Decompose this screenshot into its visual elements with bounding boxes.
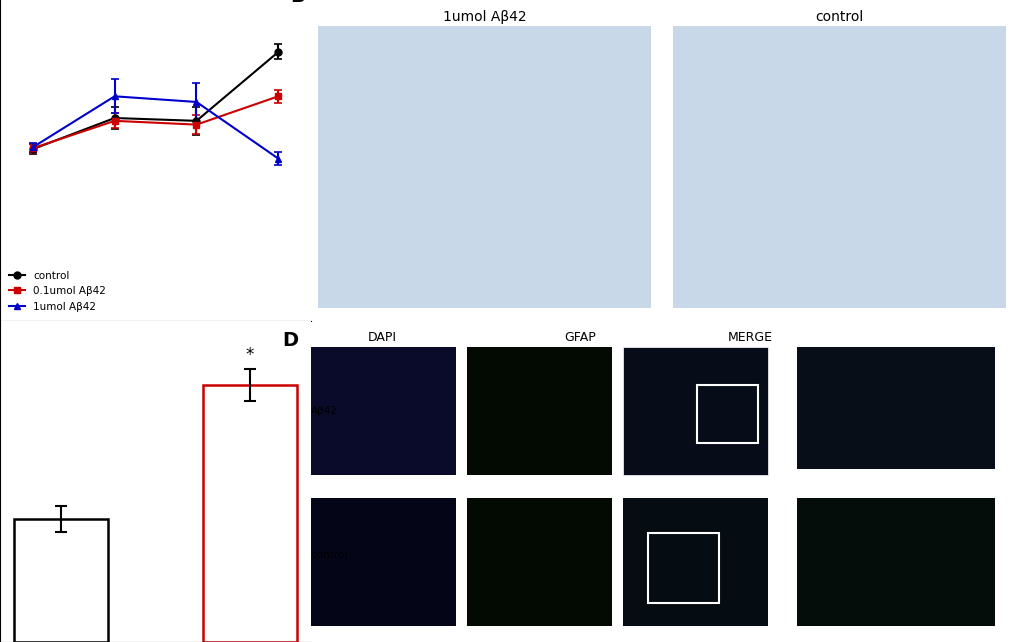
FancyBboxPatch shape — [672, 26, 1005, 308]
Bar — [14, 519, 108, 642]
FancyBboxPatch shape — [311, 498, 455, 626]
Text: GFAP: GFAP — [565, 331, 596, 343]
Text: B: B — [289, 0, 305, 6]
FancyBboxPatch shape — [311, 347, 455, 475]
Text: control: control — [311, 550, 347, 560]
Bar — [203, 385, 297, 642]
FancyBboxPatch shape — [467, 498, 611, 626]
FancyBboxPatch shape — [467, 347, 611, 475]
FancyBboxPatch shape — [623, 347, 767, 475]
Text: 1umol Aβ42: 1umol Aβ42 — [442, 10, 526, 24]
Text: Aβ42: Aβ42 — [311, 406, 337, 416]
FancyBboxPatch shape — [796, 347, 995, 469]
Text: control: control — [814, 10, 862, 24]
FancyBboxPatch shape — [318, 26, 651, 308]
Text: DAPI: DAPI — [367, 331, 396, 343]
FancyBboxPatch shape — [623, 498, 767, 626]
Text: *: * — [246, 346, 254, 364]
Text: MERGE: MERGE — [728, 331, 772, 343]
Legend: control, 0.1umol Aβ42, 1umol Aβ42: control, 0.1umol Aβ42, 1umol Aβ42 — [5, 266, 110, 316]
FancyBboxPatch shape — [796, 498, 995, 626]
Text: D: D — [282, 331, 299, 350]
